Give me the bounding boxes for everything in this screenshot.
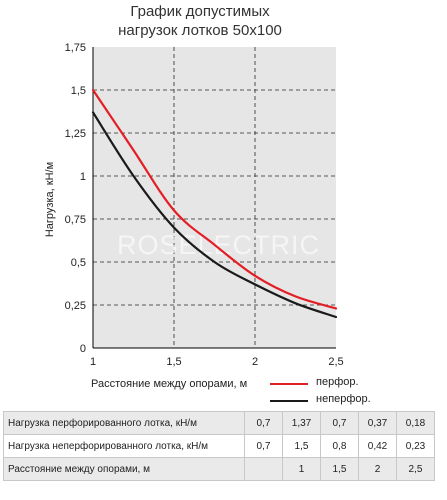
table-cell: 0,7 [244,434,283,458]
x-tick-label: 2 [252,356,258,368]
y-tick-label: 1 [80,171,86,183]
x-axis-label: Расстояние между опорами, м [91,378,248,390]
table-cell [244,457,283,481]
y-axis-label: Нагрузка, кН/м [44,162,56,237]
y-tick-label: 1,25 [65,128,86,140]
table-row: Расстояние между опорами, м 1 1,5 2 2,5 [3,457,435,481]
y-tick-label: 0,75 [65,214,86,226]
legend-label-perforated: перфор. [316,376,359,388]
chart-title-line-2: нагрузок лотков 50x100 [118,22,282,39]
table-cell: 2 [358,457,397,481]
load-chart: 0 0,25 0,5 0,75 1 1,25 1,5 1,75 1 1,5 2 2,5 ROSELECT… [44,42,344,368]
table-cell: 0,7 [320,411,359,435]
table-cell: 2,5 [396,457,435,481]
load-table: Нагрузка перфорированного лотка, кН/м 0,… [3,411,435,481]
series-line-perforated [91,88,338,310]
table-cell: 0,18 [396,411,435,435]
table-cell: 1 [282,457,321,481]
series-line-nonperforated [91,111,338,319]
x-tick-label: 1,5 [166,356,181,368]
y-tick-label: 0,5 [71,257,86,269]
table-row: Нагрузка перфорированного лотка, кН/м 0,… [3,411,435,435]
table-cell: 1,5 [282,434,321,458]
legend-label-nonperforated: неперфор. [316,393,371,405]
chart-title-line-1: График допустимых [130,3,270,20]
y-tick-label: 1,75 [65,42,86,54]
table-cell: 0,8 [320,434,359,458]
y-tick-label: 0,25 [65,300,86,312]
plot-area [93,47,336,348]
table-cell: 1,37 [282,411,321,435]
table-cell: 0,23 [396,434,435,458]
x-tick-label: 1 [90,356,96,368]
table-row: Нагрузка неперфорированного лотка, кН/м … [3,434,435,458]
table-cell: 1,5 [320,457,359,481]
table-row-label: Расстояние между опорами, м [3,457,245,481]
chart-title: График допустимых нагрузок лотков 50x100 [100,2,300,40]
table-row-label: Нагрузка перфорированного лотка, кН/м [3,411,245,435]
table-cell: 0,7 [244,411,283,435]
table-cell: 0,42 [358,434,397,458]
legend-swatch-perforated [270,383,308,385]
table-row-label: Нагрузка неперфорированного лотка, кН/м [3,434,245,458]
x-tick-label: 2,5 [328,356,343,368]
y-tick-label: 0 [80,343,86,355]
table-cell: 0,37 [358,411,397,435]
watermark: ROSELECTRIC [117,230,320,260]
legend-swatch-nonperforated [270,400,308,402]
y-tick-label: 1,5 [71,85,86,97]
